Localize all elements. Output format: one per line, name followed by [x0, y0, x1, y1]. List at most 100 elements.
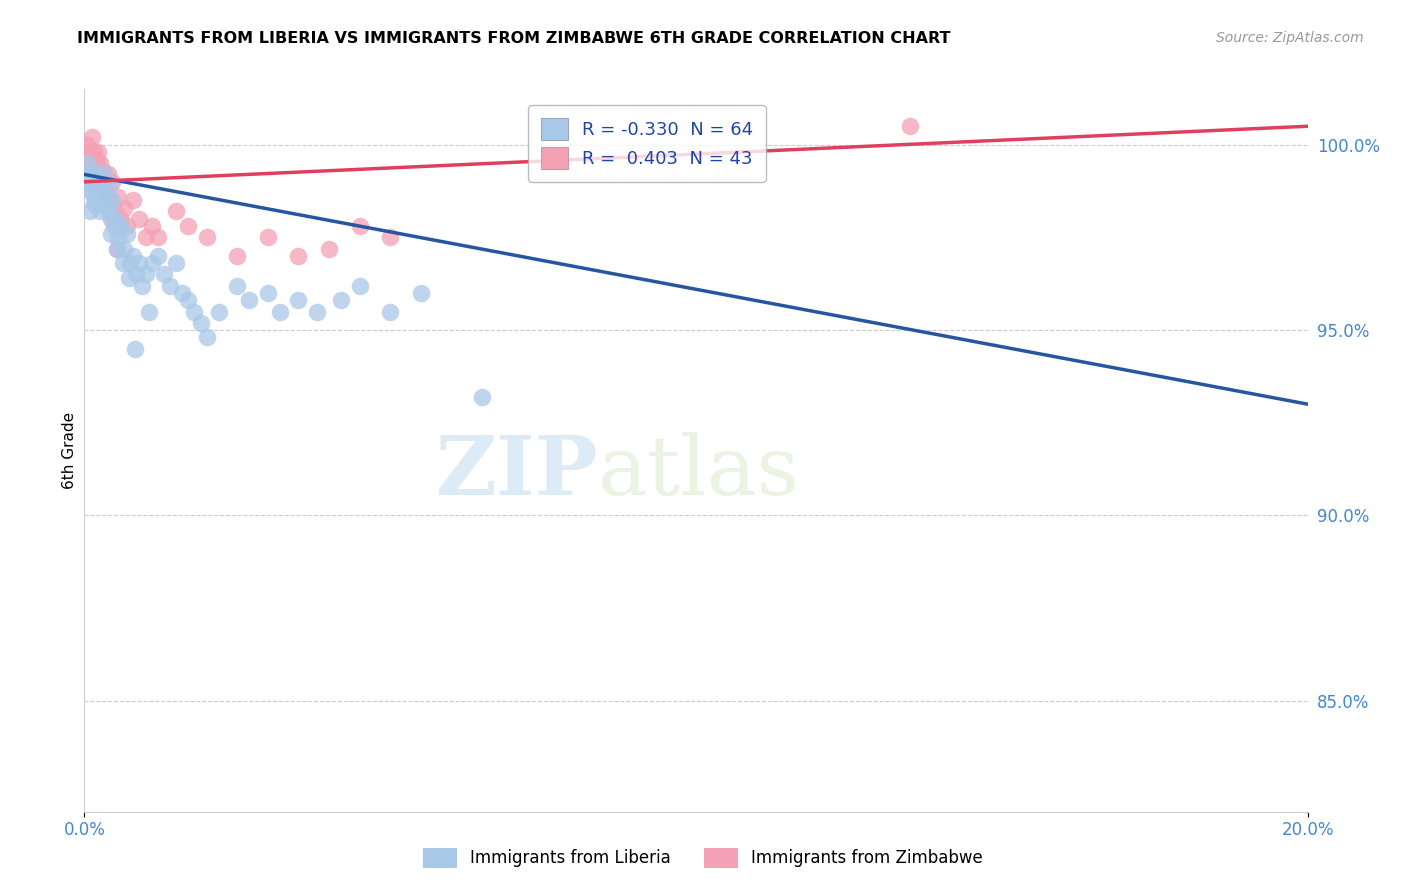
Point [91, 186, 114, 200]
Point [79, 204, 101, 219]
Point [111, 256, 134, 270]
Point [80, 156, 103, 170]
Point [138, 304, 160, 318]
Point [77, 145, 100, 160]
Point [349, 219, 371, 234]
Point [83, 168, 105, 182]
Point [128, 256, 150, 270]
Point [115, 227, 138, 241]
Point [98, 208, 121, 222]
Point [89, 204, 111, 219]
Point [93, 194, 115, 208]
Point [125, 268, 148, 282]
Point [97, 168, 120, 182]
Point [257, 285, 280, 300]
Point [177, 219, 200, 234]
Point [104, 211, 127, 226]
Point [238, 293, 260, 308]
Point [120, 256, 142, 270]
Point [305, 304, 328, 318]
Point [208, 304, 231, 318]
Point [195, 230, 218, 244]
Point [76, 137, 98, 152]
Point [94, 182, 117, 196]
Point [165, 204, 187, 219]
Point [122, 194, 145, 208]
Point [93, 168, 115, 182]
Point [115, 219, 138, 234]
Point [91, 163, 114, 178]
Point [82, 186, 104, 200]
Point [101, 175, 124, 189]
Point [77, 168, 100, 182]
Point [107, 230, 129, 244]
Point [86, 153, 108, 167]
Point [87, 145, 110, 160]
Point [90, 175, 112, 189]
Point [97, 178, 120, 193]
Point [190, 316, 212, 330]
Point [330, 293, 353, 308]
Point [195, 330, 218, 344]
Point [110, 219, 132, 234]
Point [165, 256, 187, 270]
Point [93, 186, 115, 200]
Point [86, 182, 108, 196]
Point [135, 268, 157, 282]
Point [122, 249, 145, 263]
Y-axis label: 6th Grade: 6th Grade [62, 412, 77, 489]
Text: IMMIGRANTS FROM LIBERIA VS IMMIGRANTS FROM ZIMBABWE 6TH GRADE CORRELATION CHART: IMMIGRANTS FROM LIBERIA VS IMMIGRANTS FR… [77, 31, 950, 46]
Point [79, 156, 101, 170]
Point [110, 211, 132, 226]
Point [318, 242, 340, 256]
Point [177, 293, 200, 308]
Point [105, 242, 128, 256]
Point [89, 156, 111, 170]
Point [118, 271, 141, 285]
Point [86, 178, 108, 193]
Point [101, 194, 124, 208]
Text: ZIP: ZIP [436, 432, 598, 512]
Point [103, 219, 125, 234]
Point [257, 230, 280, 244]
Point [380, 304, 402, 318]
Point [409, 285, 432, 300]
Point [83, 163, 105, 178]
Text: atlas: atlas [598, 432, 800, 512]
Point [287, 293, 309, 308]
Text: Source: ZipAtlas.com: Source: ZipAtlas.com [1216, 31, 1364, 45]
Point [112, 242, 135, 256]
Point [80, 130, 103, 145]
Point [76, 156, 98, 170]
Point [146, 230, 169, 244]
Point [898, 120, 921, 134]
Point [80, 175, 103, 189]
Point [94, 189, 117, 203]
Point [269, 304, 291, 318]
Point [380, 230, 402, 244]
Point [90, 175, 112, 189]
Point [128, 211, 150, 226]
Legend: R = -0.330  N = 64, R =  0.403  N = 43: R = -0.330 N = 64, R = 0.403 N = 43 [529, 105, 766, 182]
Point [86, 168, 108, 182]
Point [77, 182, 100, 196]
Point [226, 249, 249, 263]
Point [471, 390, 494, 404]
Point [89, 175, 111, 189]
Point [77, 145, 100, 160]
Point [183, 304, 205, 318]
Point [287, 249, 309, 263]
Point [104, 204, 127, 219]
Point [141, 219, 163, 234]
Point [83, 197, 105, 211]
Point [107, 189, 129, 203]
Point [349, 278, 371, 293]
Legend: Immigrants from Liberia, Immigrants from Zimbabwe: Immigrants from Liberia, Immigrants from… [416, 841, 990, 875]
Point [112, 201, 135, 215]
Point [135, 230, 157, 244]
Point [105, 242, 128, 256]
Point [146, 249, 169, 263]
Point [98, 194, 121, 208]
Point [100, 211, 122, 226]
Point [172, 285, 194, 300]
